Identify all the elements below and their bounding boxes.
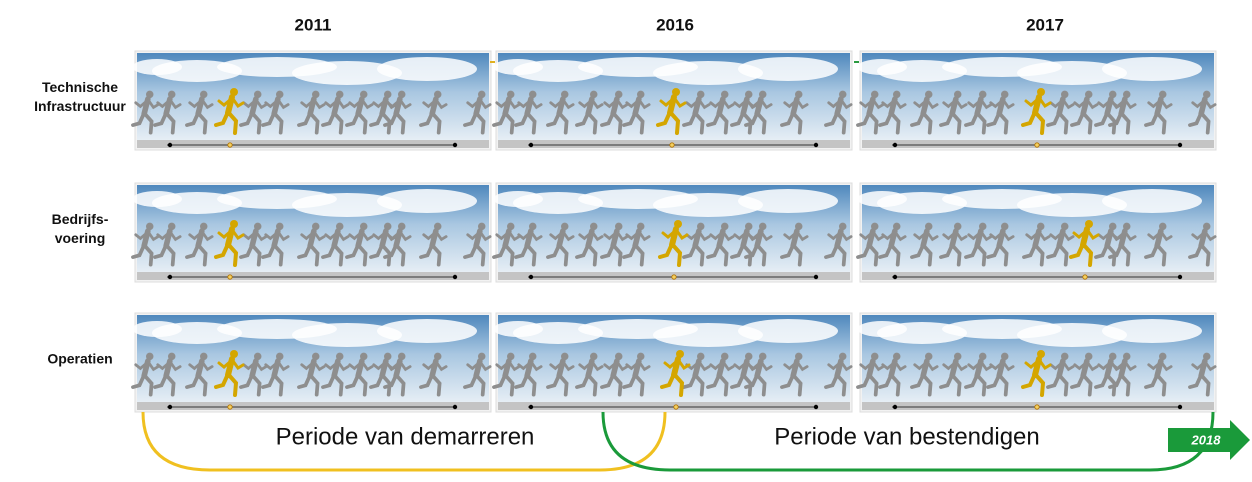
cloud	[377, 319, 477, 343]
track-dot	[453, 143, 457, 147]
ground	[137, 402, 489, 410]
cloud	[738, 189, 838, 213]
cloud	[132, 59, 182, 75]
track-dot	[453, 275, 457, 279]
cloud	[738, 57, 838, 81]
position-dot	[674, 405, 678, 409]
column-header: 2011	[295, 15, 332, 34]
row-label: Bedrijfs-	[52, 211, 109, 227]
position-dot	[672, 275, 676, 279]
track-dot	[168, 275, 172, 279]
cloud	[493, 191, 543, 207]
track-dot	[893, 405, 897, 409]
track-dot	[814, 275, 818, 279]
column-header: 2017	[1026, 15, 1064, 34]
row-label: Infrastructuur	[34, 98, 126, 114]
track-dot	[168, 405, 172, 409]
cloud	[377, 189, 477, 213]
cloud	[738, 319, 838, 343]
panel	[493, 183, 852, 282]
position-dot	[1083, 275, 1087, 279]
cloud	[1102, 189, 1202, 213]
cloud	[493, 321, 543, 337]
row-label: Operatien	[47, 351, 112, 367]
position-dot	[228, 143, 232, 147]
track-dot	[529, 275, 533, 279]
track-dot	[1178, 405, 1182, 409]
track-dot	[453, 405, 457, 409]
track-dot	[168, 143, 172, 147]
position-dot	[228, 405, 232, 409]
panel	[132, 313, 491, 412]
cloud	[857, 59, 907, 75]
track-dot	[893, 275, 897, 279]
panel-grid	[132, 51, 1216, 412]
panel	[857, 313, 1216, 412]
panel	[857, 51, 1216, 150]
ground	[862, 272, 1214, 280]
marker	[854, 61, 859, 63]
period-label: Periode van bestendigen	[774, 423, 1040, 450]
track-dot	[893, 143, 897, 147]
ground	[137, 140, 489, 148]
panel	[857, 183, 1216, 282]
cloud	[1102, 57, 1202, 81]
column-header: 2016	[656, 15, 694, 34]
period-label: Periode van demarreren	[276, 423, 535, 450]
row-label: Technische	[42, 79, 118, 95]
track-dot	[814, 405, 818, 409]
track-dot	[814, 143, 818, 147]
panel	[493, 313, 852, 412]
position-dot	[228, 275, 232, 279]
panel	[132, 183, 491, 282]
position-dot	[1035, 405, 1039, 409]
cloud	[132, 191, 182, 207]
diagram: Periode van demarreren Periode van beste…	[0, 0, 1252, 477]
ground	[137, 272, 489, 280]
position-dot	[670, 143, 674, 147]
cloud	[493, 59, 543, 75]
cloud	[377, 57, 477, 81]
panel	[493, 51, 852, 150]
cloud	[857, 321, 907, 337]
track-dot	[1178, 143, 1182, 147]
track-dot	[1178, 275, 1182, 279]
track-dot	[529, 143, 533, 147]
position-dot	[1035, 143, 1039, 147]
panel	[132, 51, 491, 150]
track-dot	[529, 405, 533, 409]
arrow-label: 2018	[1191, 432, 1222, 447]
row-label: voering	[55, 230, 106, 246]
cloud	[1102, 319, 1202, 343]
cloud	[132, 321, 182, 337]
cloud	[857, 191, 907, 207]
marker	[490, 61, 495, 63]
